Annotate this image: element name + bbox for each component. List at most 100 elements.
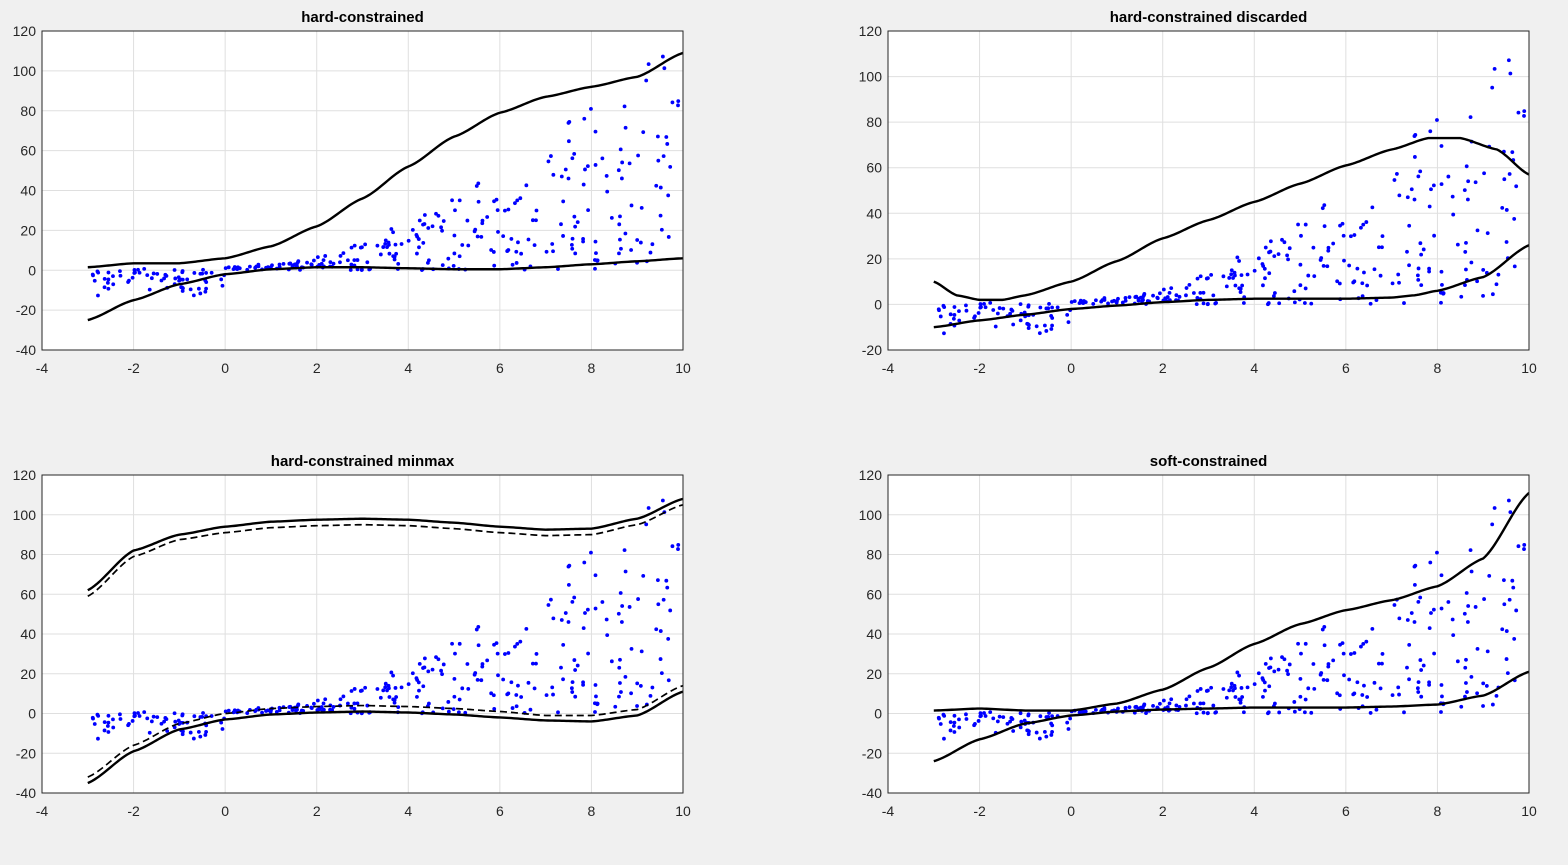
data-point [659, 671, 664, 676]
data-point [355, 701, 360, 706]
data-point [567, 119, 572, 124]
data-point [1326, 664, 1331, 669]
data-point [1338, 642, 1342, 647]
data-point [582, 560, 587, 565]
data-point [636, 153, 640, 158]
data-point [1066, 727, 1071, 731]
data-point [1276, 667, 1281, 672]
data-point [1037, 331, 1042, 336]
axes-box [41, 474, 684, 794]
data-point [201, 711, 205, 715]
data-point [1211, 293, 1216, 298]
data-point [440, 263, 445, 267]
data-point [1263, 688, 1267, 693]
data-point [1360, 693, 1365, 697]
x-tick-label: 0 [1067, 803, 1075, 819]
data-point [315, 255, 320, 260]
data-point [417, 688, 421, 693]
data-point [1268, 239, 1273, 244]
data-point [1473, 180, 1478, 185]
data-point [1439, 573, 1444, 578]
data-point [1263, 245, 1268, 250]
data-point [1390, 281, 1395, 286]
data-point [1522, 114, 1526, 118]
data-point [1299, 651, 1303, 656]
data-point [1177, 704, 1182, 709]
data-point [1273, 291, 1277, 295]
data-point [952, 720, 957, 725]
data-point [534, 661, 538, 666]
data-point [1446, 600, 1451, 604]
data-point [426, 669, 431, 674]
data-point [196, 286, 201, 291]
data-point [338, 254, 343, 258]
data-point [1169, 286, 1174, 290]
data-point [506, 651, 511, 655]
data-point [118, 273, 123, 278]
data-point [1506, 58, 1511, 63]
data-point [1475, 228, 1480, 233]
data-point [1361, 222, 1366, 227]
data-point [1252, 682, 1257, 687]
data-point [1378, 686, 1383, 691]
data-point [1050, 729, 1054, 734]
data-point [581, 682, 585, 687]
data-point [973, 721, 977, 726]
data-point [1394, 172, 1399, 176]
data-point [1042, 729, 1047, 734]
data-point [1198, 274, 1203, 279]
data-point [617, 694, 621, 699]
data-point [1415, 686, 1420, 691]
data-point [1001, 306, 1006, 311]
data-point [513, 201, 517, 206]
data-point [452, 676, 457, 681]
data-point [976, 719, 981, 723]
data-point [976, 311, 981, 315]
data-point [422, 665, 427, 670]
data-point [593, 710, 597, 714]
data-point [391, 230, 395, 235]
data-point [1418, 595, 1423, 600]
data-point [457, 697, 462, 702]
data-point [268, 708, 273, 713]
x-tick-label: 6 [1342, 360, 1350, 376]
data-point [951, 316, 956, 321]
data-point [1376, 245, 1381, 250]
data-point [636, 597, 640, 601]
data-point [1241, 710, 1246, 715]
data-point [1464, 164, 1469, 169]
data-point [460, 243, 465, 247]
data-point [635, 704, 639, 708]
data-point [1001, 715, 1006, 720]
data-point [1161, 698, 1166, 703]
data-point [1429, 187, 1433, 192]
data-point [1227, 688, 1232, 693]
data-point [1213, 301, 1218, 306]
data-point [489, 248, 494, 252]
data-point [993, 324, 998, 329]
data-point [1277, 301, 1282, 306]
y-tick-label: 100 [859, 507, 883, 523]
data-point [349, 689, 354, 693]
data-point [1407, 263, 1411, 268]
data-point [573, 694, 578, 699]
data-point [1082, 299, 1086, 303]
data-point [1026, 322, 1030, 326]
data-point [1205, 711, 1210, 716]
data-point [662, 66, 667, 71]
data-point [544, 249, 549, 254]
data-point [1419, 668, 1424, 672]
data-point [1469, 674, 1474, 679]
data-point [1351, 280, 1356, 285]
data-point [1322, 203, 1327, 208]
data-point [223, 709, 228, 714]
data-point [1044, 734, 1049, 739]
data-point [1464, 681, 1468, 685]
data-point [422, 213, 427, 217]
data-point [162, 276, 166, 281]
data-point [616, 168, 621, 173]
data-point [559, 618, 564, 622]
data-point [1008, 311, 1012, 316]
data-point [1050, 323, 1054, 328]
data-point [1256, 256, 1261, 261]
